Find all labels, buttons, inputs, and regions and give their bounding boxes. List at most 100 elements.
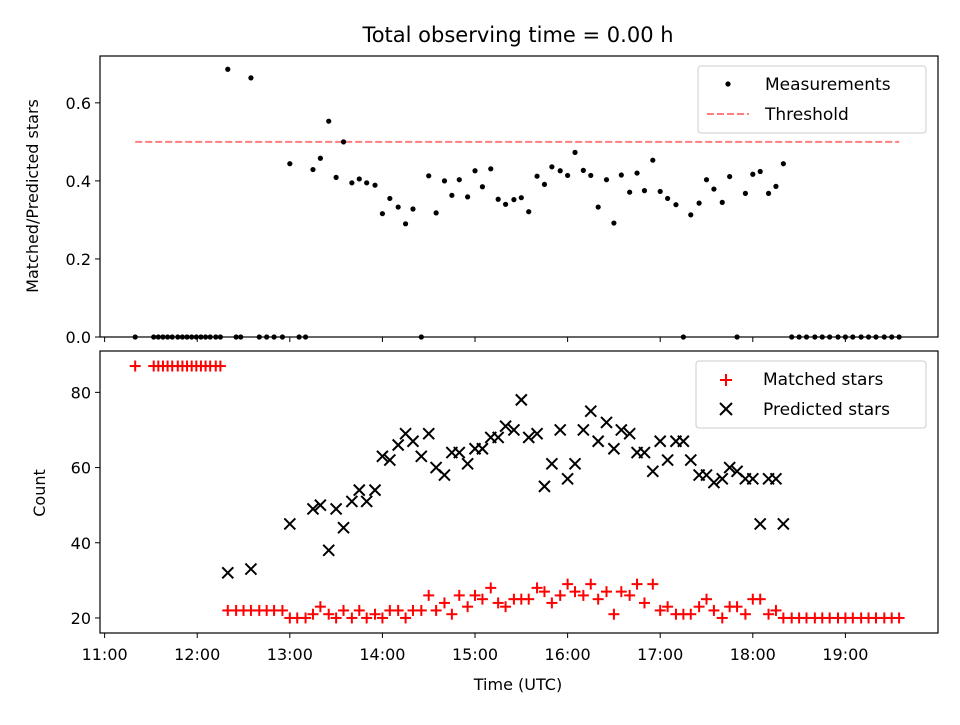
predicted-point	[654, 435, 667, 448]
measurement-point	[534, 173, 540, 179]
predicted-point	[600, 416, 613, 429]
measurement-point	[603, 177, 610, 183]
matched-point	[523, 593, 535, 605]
bottom-axes-frame	[99, 350, 939, 634]
measurement-point	[511, 197, 517, 203]
matched-point	[415, 604, 427, 616]
matched-point	[492, 597, 504, 609]
predicted-point	[415, 450, 428, 463]
measurement-point	[711, 186, 717, 192]
matched-point	[361, 612, 373, 624]
top-y-axis-label: Matched/Predicted stars	[23, 99, 42, 293]
measurement-point	[618, 172, 624, 178]
matched-point	[446, 608, 458, 620]
matched-point	[577, 589, 589, 601]
measurement-point	[433, 210, 439, 216]
matched-point	[701, 593, 713, 605]
predicted-point	[577, 423, 590, 437]
legend-measurements-marker	[725, 81, 731, 87]
matched-point	[307, 608, 319, 620]
matched-point	[485, 582, 497, 594]
top-y-tick-label: 0.2	[66, 250, 91, 269]
bottom-x-tick-label: 14:00	[359, 645, 405, 664]
measurement-point	[565, 172, 571, 179]
predicted-point	[538, 480, 551, 493]
matched-point	[716, 612, 728, 624]
measurement-point	[673, 202, 679, 208]
bottom-marks	[129, 360, 905, 624]
bottom-y-tick-label: 20	[71, 609, 91, 628]
matched-point	[353, 604, 365, 616]
bottom-x-axis-label: Time (UTC)	[473, 675, 562, 694]
matched-point	[708, 604, 720, 616]
bottom-x-tick-label: 15:00	[452, 645, 498, 664]
top-x-ticks	[104, 337, 846, 342]
matched-point	[763, 608, 775, 620]
top-y-tick-label: 0.0	[66, 328, 91, 347]
measurement-point	[364, 180, 370, 186]
measurement-point	[379, 211, 386, 217]
predicted-point	[777, 517, 790, 531]
predicted-point	[584, 404, 597, 418]
bottom-x-tick-label: 11:00	[82, 645, 128, 664]
measurement-point	[449, 192, 455, 198]
matched-point	[330, 612, 342, 624]
measurement-point	[780, 161, 786, 167]
measurement-point	[541, 181, 548, 188]
legend-matched-label: Matched stars	[763, 370, 883, 390]
predicted-point	[615, 423, 628, 437]
measurement-point	[773, 183, 779, 189]
predicted-point	[677, 435, 690, 448]
predicted-point	[345, 495, 359, 508]
bottom-x-tick-label: 17:00	[637, 645, 683, 664]
measurement-point	[657, 188, 663, 195]
matched-point	[369, 608, 381, 620]
predicted-point	[769, 472, 783, 486]
matched-point	[685, 608, 697, 620]
matched-point	[438, 597, 450, 609]
predicted-point	[391, 438, 405, 452]
matched-point	[601, 586, 613, 598]
predicted-point	[746, 472, 760, 486]
legend-predicted-marker	[719, 402, 733, 416]
predicted-point	[591, 435, 605, 448]
measurement-point	[395, 204, 401, 210]
measurement-point	[225, 66, 231, 72]
predicted-point	[353, 483, 366, 497]
predicted-point	[522, 431, 535, 444]
measurement-point	[402, 221, 409, 227]
measurement-point	[757, 168, 763, 175]
measurement-point	[340, 139, 347, 145]
matched-point	[129, 360, 141, 372]
matched-point	[631, 578, 643, 590]
bottom-y-tick-label: 60	[71, 459, 91, 478]
measurement-point	[472, 168, 478, 174]
predicted-point	[707, 476, 721, 489]
legend-measurements-label: Measurements	[765, 75, 891, 95]
predicted-point	[406, 435, 420, 448]
matched-point	[554, 589, 566, 601]
measurement-point	[441, 178, 448, 184]
bottom-panel: 11:00 12:00 13:00 14:00 15:00 16:00 17:00 18:00…	[30, 350, 939, 694]
measurement-point	[557, 168, 563, 174]
matched-point	[770, 604, 782, 616]
measurement-point	[502, 201, 509, 207]
measurement-point	[518, 195, 524, 201]
bottom-x-tick-label: 18:00	[730, 645, 776, 664]
matched-point	[569, 586, 581, 598]
measurement-point	[526, 209, 532, 215]
matched-point	[346, 612, 358, 624]
matched-point	[392, 604, 404, 616]
matched-point	[376, 612, 388, 624]
predicted-point	[337, 521, 350, 534]
matched-point	[430, 604, 442, 616]
predicted-point	[553, 423, 567, 437]
measurement-point	[387, 195, 393, 202]
matched-point	[562, 578, 574, 590]
matched-point	[638, 597, 650, 609]
measurement-point	[696, 200, 702, 206]
measurement-point	[572, 149, 578, 155]
matched-point	[453, 589, 465, 601]
measurement-point	[356, 176, 362, 182]
